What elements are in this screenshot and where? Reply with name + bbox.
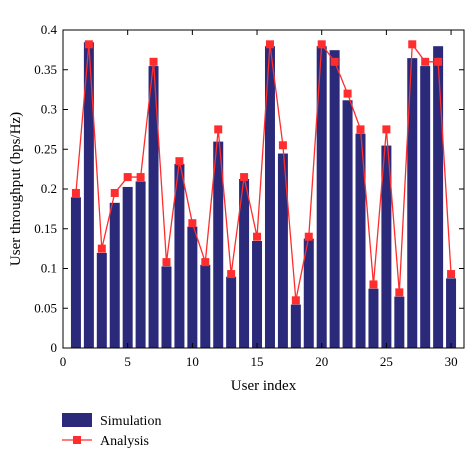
bars-layer: [70, 41, 457, 349]
analysis-point: [84, 40, 93, 49]
analysis-point: [278, 141, 287, 150]
x-tick-label: 5: [124, 354, 131, 369]
analysis-point: [408, 40, 417, 49]
analysis-point: [201, 258, 210, 267]
analysis-point: [136, 173, 145, 182]
simulation-bar: [251, 240, 263, 349]
simulation-bar: [445, 277, 457, 349]
simulation-bar: [354, 133, 367, 349]
analysis-point: [330, 57, 339, 66]
simulation-bar: [290, 303, 302, 349]
analysis-point: [291, 296, 300, 305]
x-axis-label: User index: [231, 378, 297, 394]
simulation-bar: [367, 288, 380, 349]
y-tick-label: 0.35: [34, 62, 57, 77]
analysis-point: [175, 157, 184, 166]
analysis-point: [149, 57, 158, 66]
simulation-bar: [186, 226, 198, 349]
simulation-bar: [109, 202, 121, 349]
analysis-point: [356, 125, 365, 134]
legend-simulation-swatch: [62, 413, 92, 427]
y-tick-label: 0.4: [41, 22, 58, 37]
x-tick-label: 10: [186, 354, 199, 369]
analysis-line-layer: [71, 40, 456, 305]
analysis-point: [421, 57, 430, 66]
analysis-point: [343, 89, 352, 98]
ticks-layer: 0 5 10 15 20 25 30 0 0.05 0.1 0.15 0.2 0.25 0.3 0.35 0.…: [34, 22, 464, 369]
analysis-point: [110, 188, 119, 197]
analysis-point: [395, 288, 404, 297]
simulation-bar: [406, 57, 418, 349]
analysis-point: [71, 188, 80, 197]
simulation-bar: [393, 296, 405, 349]
y-tick-label: 0.3: [41, 102, 57, 117]
analysis-point: [447, 270, 456, 279]
y-axis-label: User throughput (bps/Hz): [8, 112, 24, 266]
simulation-bar: [329, 49, 341, 349]
x-tick-label: 15: [251, 354, 264, 369]
x-tick-label: 25: [380, 354, 393, 369]
analysis-point: [382, 125, 391, 134]
simulation-bar: [147, 65, 160, 349]
simulation-bar: [160, 265, 173, 349]
legend-analysis-label: Analysis: [100, 434, 149, 449]
simulation-bar: [341, 99, 354, 349]
x-tick-label: 20: [315, 354, 328, 369]
analysis-point: [188, 219, 197, 228]
simulation-bar: [96, 252, 108, 349]
analysis-point: [97, 244, 106, 253]
analysis-point: [253, 232, 262, 241]
y-tick-label: 0.25: [34, 141, 57, 156]
analysis-point: [162, 258, 171, 267]
legend: Simulation Analysis: [62, 413, 161, 449]
y-tick-label: 0.1: [41, 261, 57, 276]
legend-analysis-marker: [73, 436, 81, 444]
y-tick-label: 0: [51, 340, 58, 355]
y-tick-label: 0.15: [34, 221, 57, 236]
simulation-bar: [199, 264, 211, 349]
analysis-point: [317, 40, 326, 49]
x-tick-label: 0: [60, 354, 67, 369]
simulation-bar: [135, 180, 147, 349]
simulation-bar: [122, 186, 134, 349]
simulation-bar: [225, 276, 237, 349]
simulation-bar: [70, 196, 82, 349]
legend-simulation-label: Simulation: [100, 414, 161, 429]
analysis-point: [304, 232, 313, 241]
analysis-point: [434, 57, 443, 66]
analysis-point: [240, 173, 249, 182]
simulation-bar: [419, 65, 431, 349]
simulation-bar: [432, 45, 444, 349]
analysis-point: [227, 270, 236, 279]
x-tick-label: 30: [445, 354, 458, 369]
analysis-point: [369, 280, 378, 289]
y-tick-label: 0.2: [41, 181, 57, 196]
y-tick-label: 0.05: [34, 300, 57, 315]
analysis-point: [123, 173, 132, 182]
analysis-point: [265, 40, 274, 49]
analysis-point: [214, 125, 223, 134]
